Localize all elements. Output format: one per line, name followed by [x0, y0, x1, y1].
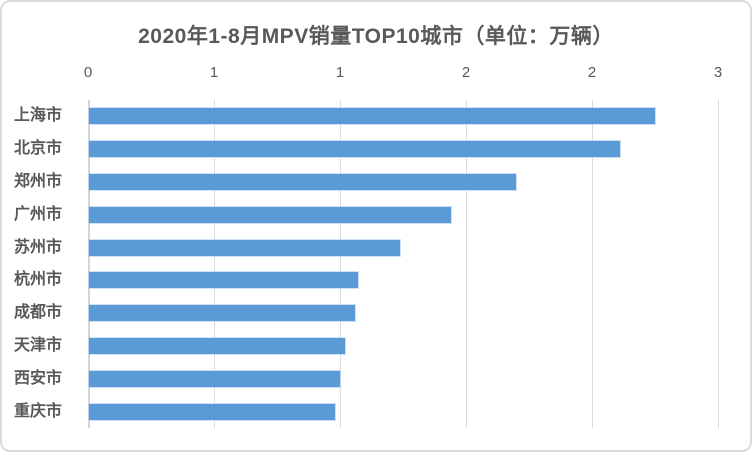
- bar-row: 天津市: [0, 330, 752, 363]
- bar-row: 重庆市: [0, 395, 752, 428]
- x-axis-tick-label: 2: [461, 64, 471, 81]
- category-label: 重庆市: [14, 402, 63, 420]
- bar-row: 广州市: [0, 198, 752, 231]
- category-label: 苏州市: [14, 238, 63, 256]
- bar-row: 上海市: [0, 100, 752, 133]
- bar: [89, 305, 356, 322]
- chart-title: 2020年1-8月MPV销量TOP10城市（单位：万辆）: [138, 25, 614, 48]
- bar: [89, 173, 517, 190]
- bar: [89, 239, 401, 256]
- x-axis: 0 1 1 2 2 3: [0, 64, 752, 88]
- bar: [89, 206, 451, 223]
- bar: [89, 272, 358, 289]
- bar-row: 杭州市: [0, 264, 752, 297]
- bar-row: 成都市: [0, 297, 752, 330]
- x-axis-tick-label: 2: [587, 64, 597, 81]
- plot-area: 上海市北京市郑州市广州市苏州市杭州市成都市天津市西安市重庆市: [0, 100, 752, 428]
- category-label: 广州市: [14, 205, 63, 223]
- x-axis-tick-label: 0: [83, 64, 93, 81]
- bar-row: 西安市: [0, 362, 752, 395]
- x-axis-tick-label: 1: [209, 64, 219, 81]
- bar-row: 苏州市: [0, 231, 752, 264]
- category-label: 成都市: [14, 304, 63, 322]
- x-axis-tick-label: 1: [335, 64, 345, 81]
- bar: [89, 141, 620, 158]
- category-label: 杭州市: [14, 271, 63, 289]
- category-label: 西安市: [14, 369, 63, 387]
- gridline: [592, 100, 593, 428]
- bar-row: 郑州市: [0, 166, 752, 199]
- bar: [89, 370, 340, 387]
- category-label: 北京市: [14, 140, 63, 158]
- bar: [89, 337, 346, 354]
- gridline: [340, 100, 341, 428]
- gridline: [466, 100, 467, 428]
- gridline: [718, 100, 719, 428]
- category-label: 上海市: [14, 107, 63, 125]
- category-label: 天津市: [14, 336, 63, 354]
- bar-row: 北京市: [0, 133, 752, 166]
- bar: [89, 108, 655, 125]
- gridline: [214, 100, 215, 428]
- category-label: 郑州市: [14, 172, 63, 190]
- x-axis-tick-label: 3: [713, 64, 723, 81]
- bar: [89, 403, 335, 420]
- axis-line: [88, 100, 90, 428]
